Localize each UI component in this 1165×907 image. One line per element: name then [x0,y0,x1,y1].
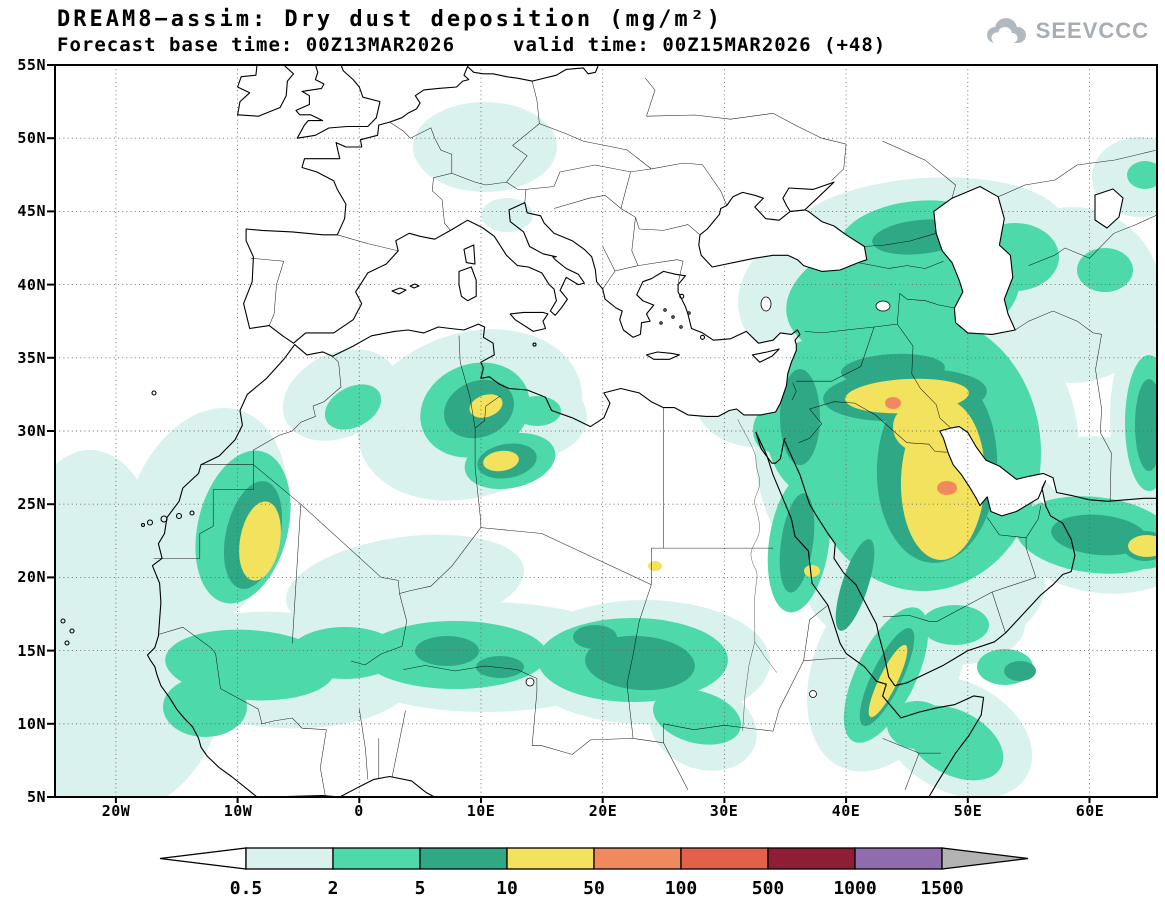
colorbar-tick-500: 500 [752,878,785,899]
colorbar-tick-labels: 0.5 2 5 10 50 100 500 1000 1500 [230,878,964,899]
lat-label-55n: 55N [17,56,46,74]
colorbar-segment-2-5 [332,847,421,870]
colorbar-underflow-arrow [159,847,247,870]
colorbar-tick-100: 100 [665,878,698,899]
lat-label-40n: 40N [17,276,46,294]
lon-label-20w: 20W [101,802,131,820]
lat-label-35n: 35N [17,349,46,367]
colorbar-segment-100-500 [680,847,769,870]
colorbar-tick-1000: 1000 [833,878,876,899]
colorbar-tick-10: 10 [496,878,518,899]
colorbar-tick-2: 2 [328,878,339,899]
lat-label-5n: 5N [26,788,46,806]
map-plot-area [47,64,1158,803]
axis-ticks [47,64,1091,803]
lon-label-10e: 10E [466,802,496,820]
lon-label-0: 0 [354,802,364,820]
lat-label-20n: 20N [17,568,46,586]
dust-shading-level4 [239,378,1157,718]
lon-label-40e: 40E [831,802,861,820]
valid-time-text: valid time: 00Z15MAR2026 (+48) [513,34,887,56]
lakes [525,296,891,698]
lon-label-60e: 60E [1075,802,1105,820]
lat-label-45n: 45N [17,202,46,220]
logo-text: SEEVCCC [1035,18,1149,43]
colorbar-segment-10-50 [506,847,595,870]
colorbar-segment-500-1000 [767,847,856,870]
subtitle: Forecast base time: 00Z13MAR2026 valid ti… [57,34,886,56]
colorbar-tick-5: 5 [415,878,426,899]
colorbar-tick-50: 50 [583,878,605,899]
lat-label-50n: 50N [17,129,46,147]
lat-label-30n: 30N [17,422,46,440]
sea-masks [636,271,1057,516]
colorbar-segment-1000-1500 [854,847,943,870]
coastlines [60,64,1158,798]
colorbar-segment-50-100 [593,847,682,870]
dust-shading-level5 [885,397,957,495]
lon-label-20e: 20E [588,802,618,820]
lon-label-10w: 10W [223,802,253,820]
seevccc-logo: SEEVCCC [983,16,1149,46]
lon-label-50e: 50E [953,802,983,820]
colorbar-tick-0p5: 0.5 [230,878,263,899]
colorbar-overflow-arrow [941,847,1029,870]
colorbar-legend: 0.5 2 5 10 50 100 500 1000 1500 [159,847,1029,899]
lat-label-10n: 10N [17,715,46,733]
lat-label-15n: 15N [17,642,46,660]
cloud-icon [986,18,1026,44]
lat-label-25n: 25N [17,495,46,513]
base-time-text: Forecast base time: 00Z13MAR2026 [57,34,456,56]
colorbar-segment-0p5-2 [245,847,334,870]
colorbar-segment-5-10 [419,847,508,870]
lon-label-30e: 30E [709,802,739,820]
colorbar-tick-1500: 1500 [920,878,963,899]
rivers [737,419,777,732]
page-title: DREAM8−assim: Dry dust deposition (mg/m²… [57,7,724,32]
country-borders [153,78,1158,796]
